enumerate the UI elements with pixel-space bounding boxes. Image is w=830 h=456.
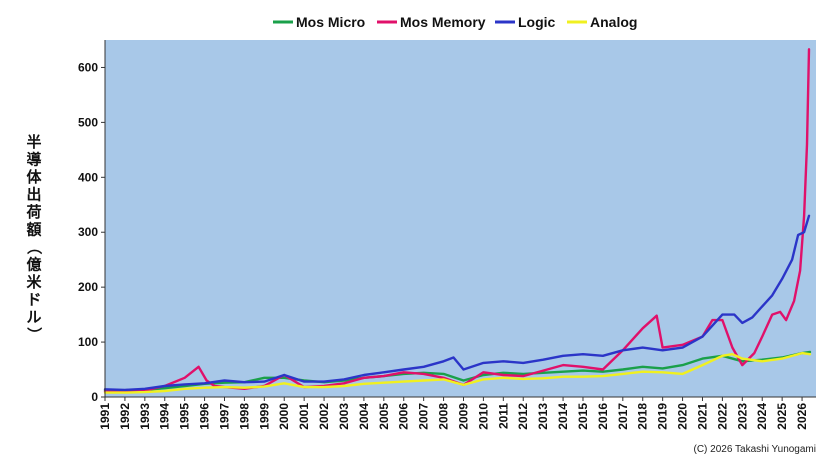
x-tick-label: 2015 xyxy=(576,403,590,430)
x-tick-label: 2025 xyxy=(775,403,789,430)
x-tick-label: 2008 xyxy=(437,403,451,430)
y-axis-label-char: 体 xyxy=(26,168,42,186)
x-tick-label: 2011 xyxy=(496,403,510,429)
y-axis-label-char: ド xyxy=(26,291,41,309)
legend-label-mos-memory: Mos Memory xyxy=(400,14,486,30)
legend-label-analog: Analog xyxy=(590,14,637,30)
y-tick-label: 100 xyxy=(78,335,98,349)
x-tick-label: 2003 xyxy=(337,403,351,430)
x-tick-label: 2021 xyxy=(695,403,709,430)
y-tick-label: 400 xyxy=(78,170,98,184)
x-tick-label: 2009 xyxy=(456,403,470,430)
y-axis-label-char: 額 xyxy=(25,221,41,239)
y-axis-label-char: ） xyxy=(25,327,43,342)
y-axis-label-char: 導 xyxy=(26,151,41,169)
x-tick-label: 2007 xyxy=(417,403,431,430)
x-tick-label: 2006 xyxy=(397,403,411,430)
x-tick-label: 1993 xyxy=(138,403,152,430)
x-tick-label: 2018 xyxy=(636,403,650,430)
series-line-analog xyxy=(103,351,812,394)
x-tick-label: 2014 xyxy=(556,403,570,430)
series-line-mos-micro xyxy=(103,350,812,392)
x-tick-label: 1999 xyxy=(257,403,271,430)
y-tick-label: 500 xyxy=(78,115,98,129)
x-tick-label: 1992 xyxy=(118,403,132,430)
x-tick-label: 2010 xyxy=(476,403,490,430)
x-tick-label: 2000 xyxy=(277,403,291,430)
x-tick-label: 1995 xyxy=(178,403,192,430)
x-tick-label: 2024 xyxy=(755,403,769,430)
legend: Mos Micro Mos Memory Logic Analog xyxy=(273,14,637,30)
y-axis-label-char: 半 xyxy=(26,133,41,151)
x-tick-label: 2016 xyxy=(596,403,610,430)
x-tick-label: 2002 xyxy=(317,403,331,430)
x-tick-label: 2005 xyxy=(377,403,391,430)
x-tick-label: 1998 xyxy=(237,403,251,430)
x-axis-ticks: 1991 1992 1993 1994 1995 1996 1997 1998 1999 2000… xyxy=(98,397,809,430)
y-axis-label-char: ル xyxy=(26,308,41,326)
y-axis-label-char: 荷 xyxy=(26,203,41,221)
x-tick-label: 1996 xyxy=(198,403,212,430)
y-tick-label: 300 xyxy=(78,225,98,239)
x-tick-label: 2019 xyxy=(656,403,670,430)
y-axis-ticks: 0 100 200 300 400 500 600 xyxy=(78,60,105,404)
legend-label-mos-micro: Mos Micro xyxy=(296,14,365,30)
series-line-logic xyxy=(103,214,811,392)
x-tick-label: 2004 xyxy=(357,403,371,430)
x-tick-label: 2001 xyxy=(297,403,311,430)
y-tick-label: 0 xyxy=(91,390,98,404)
x-tick-label: 2022 xyxy=(715,403,729,430)
y-tick-label: 200 xyxy=(78,280,98,294)
plot-area xyxy=(105,40,816,397)
y-tick-label: 600 xyxy=(78,60,98,74)
x-tick-label: 1991 xyxy=(98,403,112,430)
x-tick-label: 1994 xyxy=(158,403,172,430)
x-tick-label: 2013 xyxy=(536,403,550,430)
x-tick-label: 2020 xyxy=(676,403,690,430)
x-tick-label: 2023 xyxy=(735,403,749,430)
y-axis-label-char: 米 xyxy=(26,273,42,291)
x-tick-label: 2012 xyxy=(516,403,530,430)
y-axis-label-char: 出 xyxy=(26,186,41,204)
series-lines xyxy=(103,48,812,394)
legend-label-logic: Logic xyxy=(518,14,556,30)
x-tick-label: 2026 xyxy=(795,403,809,430)
y-axis-label-char: 億 xyxy=(26,256,41,274)
x-tick-label: 1997 xyxy=(217,403,231,430)
x-tick-label: 2017 xyxy=(616,403,630,430)
copyright-text: (C) 2026 Takashi Yunogami xyxy=(694,444,817,455)
y-axis-label-char: （ xyxy=(25,239,43,254)
